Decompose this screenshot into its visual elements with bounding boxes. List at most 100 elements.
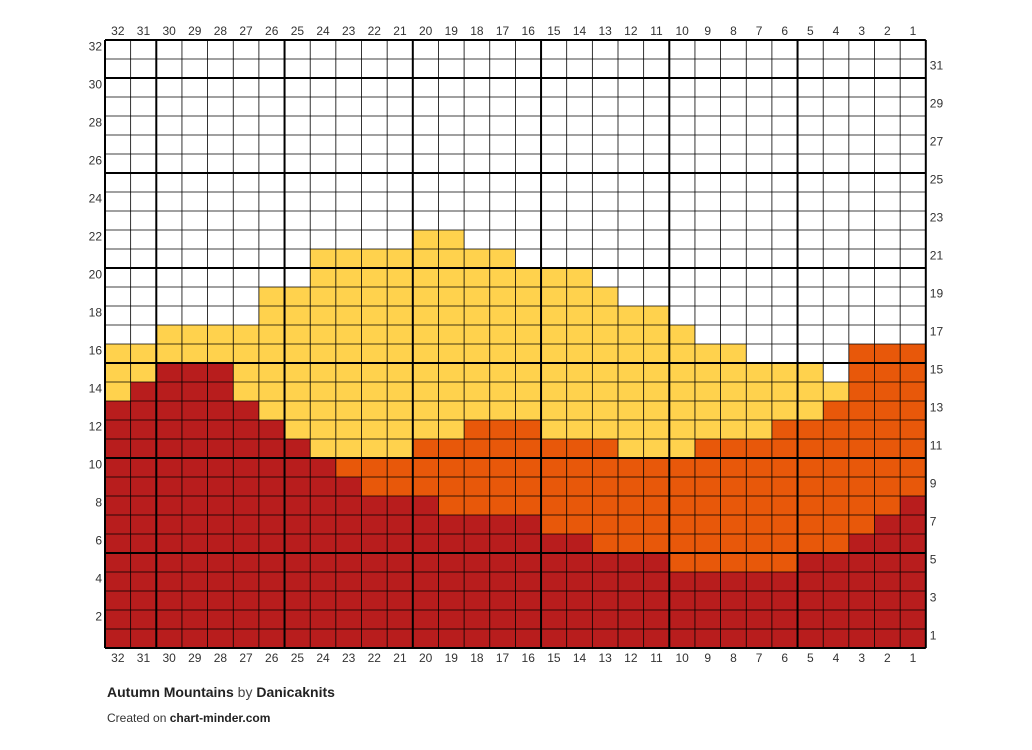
chart-cell (515, 610, 542, 630)
chart-cell (310, 211, 337, 231)
credit-site-link[interactable]: chart-minder.com (169, 711, 271, 725)
chart-cell (258, 78, 285, 98)
chart-cell (643, 458, 670, 478)
chart-cell (643, 534, 670, 554)
chart-cell (412, 230, 439, 250)
chart-cell (669, 382, 696, 402)
chart-cell (335, 325, 362, 345)
chart-cell (387, 192, 414, 212)
chart-cell (618, 173, 644, 193)
chart-cell (361, 306, 388, 326)
chart-cell (438, 477, 465, 497)
row-label-right: 23 (930, 210, 944, 224)
chart-cell (515, 97, 542, 117)
chart-cell (694, 40, 721, 60)
chart-cell (130, 344, 157, 364)
chart-cell (618, 515, 644, 535)
chart-cell (643, 135, 670, 155)
chart-cell (412, 78, 439, 98)
chart-cell (797, 363, 824, 383)
chart-cell (464, 458, 491, 478)
chart-cell (233, 325, 260, 345)
chart-cell (489, 401, 516, 421)
chart-cell (771, 192, 798, 212)
chart-cell (823, 534, 850, 554)
chart-cell (233, 97, 260, 117)
chart-cell (335, 40, 362, 60)
chart-cell (592, 458, 619, 478)
chart-cell (618, 344, 644, 364)
chart-cell (566, 116, 593, 136)
chart-cell (387, 287, 414, 307)
chart-cell (720, 363, 747, 383)
chart-cell (848, 496, 875, 516)
chart-cell (720, 40, 747, 60)
chart-cell (618, 211, 644, 231)
chart-cell (130, 230, 157, 250)
chart-cell (848, 420, 875, 440)
column-label-bottom: 22 (368, 651, 382, 665)
chart-cell (233, 363, 260, 383)
chart-cell (515, 325, 542, 345)
chart-cell (900, 591, 927, 611)
chart-cell (618, 534, 644, 554)
chart-cell (412, 306, 439, 326)
chart-cell (771, 496, 798, 516)
chart-cell (720, 629, 747, 649)
chart-cell (387, 135, 414, 155)
chart-cell (130, 439, 157, 459)
chart-cell (618, 97, 644, 117)
chart-cell (361, 154, 388, 174)
chart-cell (823, 591, 850, 611)
chart-cell (720, 591, 747, 611)
chart-cell (310, 363, 337, 383)
column-label-top: 20 (419, 24, 433, 38)
chart-cell (797, 325, 824, 345)
chart-cell (848, 40, 875, 60)
chart-cell (412, 344, 439, 364)
chart-cell (438, 40, 465, 60)
chart-cell (258, 553, 285, 573)
chart-cell (387, 591, 414, 611)
chart-cell (720, 439, 747, 459)
chart-cell (156, 173, 183, 193)
chart-cell (694, 572, 721, 592)
chart-cell (566, 344, 593, 364)
chart-cell (387, 154, 414, 174)
chart-cell (643, 173, 670, 193)
chart-cell (771, 515, 798, 535)
chart-cell (566, 249, 593, 269)
chart-cell (771, 382, 798, 402)
chart-cell (464, 97, 491, 117)
chart-cell (233, 534, 260, 554)
chart-cell (643, 477, 670, 497)
chart-cell (361, 401, 388, 421)
chart-cell (900, 553, 927, 573)
chart-cell (310, 420, 337, 440)
chart-cell (464, 572, 491, 592)
chart-cell (746, 363, 773, 383)
chart-cell (874, 135, 901, 155)
chart-cell (130, 496, 157, 516)
chart-cell (464, 40, 491, 60)
chart-cell (618, 306, 644, 326)
chart-cell (900, 192, 927, 212)
chart-cell (412, 496, 439, 516)
chart-cell (694, 116, 721, 136)
chart-cell (207, 401, 234, 421)
chart-cell (130, 211, 157, 231)
by-word: by (237, 684, 253, 700)
chart-cell (284, 572, 311, 592)
knitting-chart: 3232313130302929282827272626252524242323… (89, 24, 944, 665)
chart-cell (310, 78, 337, 98)
chart-cell (643, 192, 670, 212)
chart-cell (797, 78, 824, 98)
chart-cell (618, 135, 644, 155)
chart-cell (771, 230, 798, 250)
chart-cell (669, 363, 696, 383)
chart-cell (823, 306, 850, 326)
chart-cell (515, 59, 542, 79)
chart-cell (515, 249, 542, 269)
chart-cell (823, 40, 850, 60)
chart-cell (618, 249, 644, 269)
